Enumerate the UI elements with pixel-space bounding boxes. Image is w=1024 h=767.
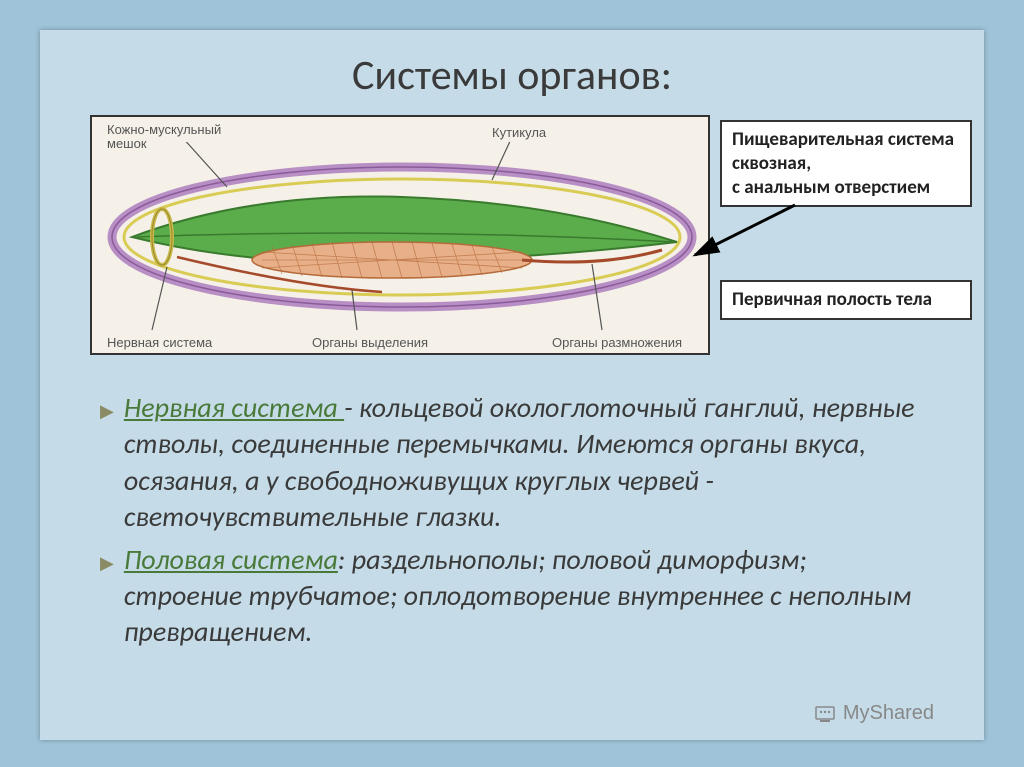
bullet-item: ▶ Половая система: раздельнополы; полово…	[100, 542, 930, 651]
bullet-title: Половая система	[124, 542, 338, 577]
label-nervous: Нервная система	[107, 335, 212, 350]
slide-title: Системы органов:	[40, 30, 984, 101]
bullet-list: ▶ Нервная система - кольцевой окологлото…	[100, 390, 930, 657]
annotation-digestive: Пищеварительная система сквозная, с анал…	[720, 120, 972, 207]
watermark-text: MyShared	[843, 702, 934, 725]
label-excretory: Органы выделения	[312, 335, 428, 350]
worm-illustration	[102, 142, 702, 332]
watermark: MyShared	[813, 702, 934, 725]
bullet-marker-icon: ▶	[100, 400, 114, 422]
bullet-rest: , соединенные перемычками. Имеются орган…	[124, 426, 866, 534]
slide-content: Системы органов:	[40, 30, 984, 740]
bullet-item: ▶ Нервная система - кольцевой окологлото…	[100, 390, 930, 536]
anatomy-diagram: Кожно-мускульный мешок Кутикула Нервная …	[90, 115, 710, 355]
bullet-text: Половая система: раздельнополы; половой …	[124, 542, 930, 651]
arrow-icon	[680, 200, 810, 270]
label-reproductive: Органы размножения	[552, 335, 682, 350]
bullet-sep: :	[338, 542, 352, 577]
bullet-sep: -	[344, 390, 359, 425]
bullet-text: Нервная система - кольцевой окологлоточн…	[124, 390, 930, 536]
bullet-title: Нервная система	[124, 390, 344, 425]
label-cuticle: Кутикула	[492, 125, 546, 140]
bullet-marker-icon: ▶	[100, 552, 114, 574]
watermark-icon	[813, 704, 837, 724]
annotation-cavity: Первичная полость тела	[720, 280, 972, 320]
label-body-wall: Кожно-мускульный мешок	[107, 123, 221, 152]
